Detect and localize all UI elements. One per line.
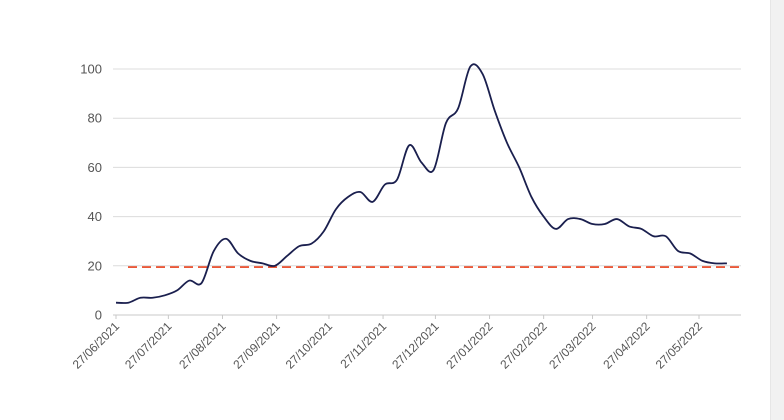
x-tick-label: 27/12/2021 xyxy=(389,319,442,372)
y-tick-label: 40 xyxy=(88,209,102,224)
y-tick-label: 80 xyxy=(88,111,102,126)
vertical-scrollbar[interactable] xyxy=(770,0,784,420)
y-tick-label: 100 xyxy=(80,62,102,77)
x-axis-tick-labels: 27/06/2021 27/07/2021 27/08/2021 27/09/2021… xyxy=(70,315,706,372)
y-tick-label: 0 xyxy=(95,308,102,323)
gridlines xyxy=(113,68,741,267)
y-tick-label: 20 xyxy=(88,258,102,273)
x-tick-label: 27/08/2021 xyxy=(176,319,229,372)
x-tick-label: 27/09/2021 xyxy=(230,319,283,372)
x-tick-label: 27/06/2021 xyxy=(70,319,123,372)
x-tick-label: 27/02/2022 xyxy=(497,319,550,372)
y-axis-tick-labels: 0 20 40 60 80 100 xyxy=(80,62,102,323)
x-tick-label: 27/11/2021 xyxy=(337,319,389,371)
x-tick-label: 27/03/2022 xyxy=(546,319,599,372)
x-tick-label: 27/07/2021 xyxy=(122,319,175,372)
x-tick-label: 27/05/2022 xyxy=(653,319,706,372)
x-tick-label: 27/10/2021 xyxy=(283,319,336,372)
series-line xyxy=(115,63,727,304)
x-tick-label: 27/04/2022 xyxy=(600,319,653,372)
x-tick-label: 27/01/2022 xyxy=(443,319,496,372)
y-tick-label: 60 xyxy=(88,160,102,175)
